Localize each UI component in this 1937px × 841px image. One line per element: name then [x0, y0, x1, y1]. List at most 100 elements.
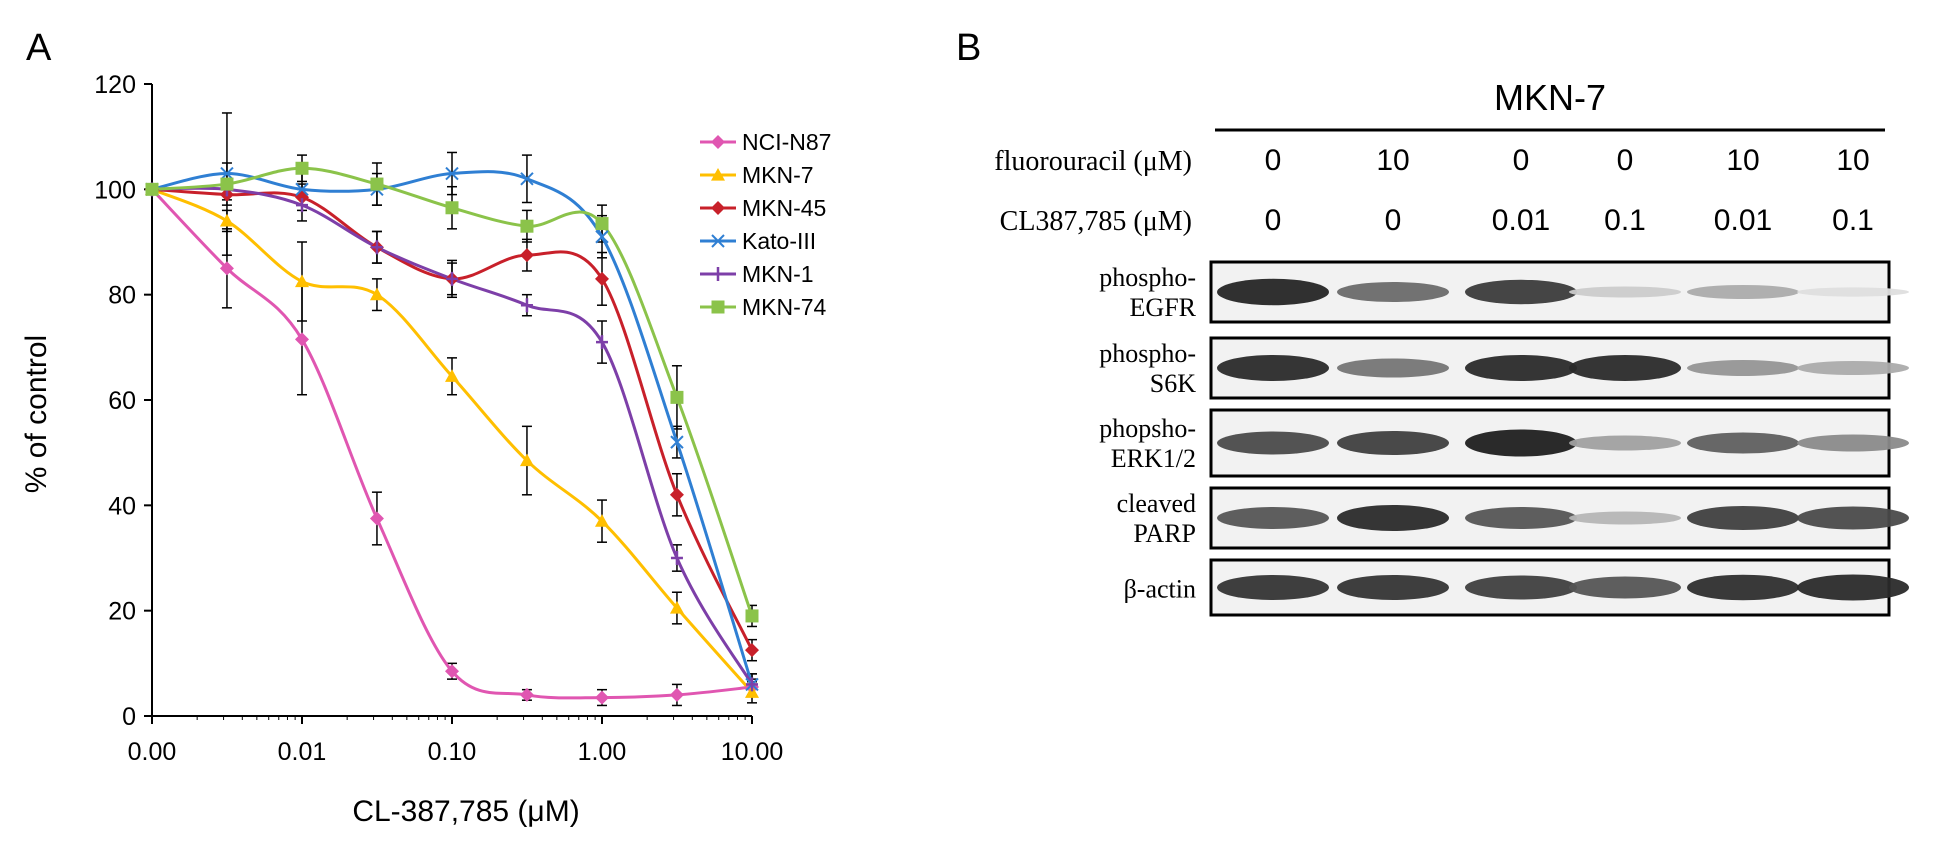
legend-marker	[711, 135, 725, 149]
blot-band	[1687, 360, 1799, 376]
blot-band	[1337, 282, 1449, 302]
data-point-mkn-74	[145, 182, 159, 196]
data-point-mkn-74	[295, 161, 309, 175]
data-point-mkn-7	[669, 601, 684, 614]
data-point-mkn-74	[445, 201, 459, 215]
data-point-nci-n87	[295, 332, 309, 347]
dose-value: 0	[1513, 144, 1530, 177]
dose-value: 10	[1836, 144, 1869, 177]
data-point-mkn-74	[370, 177, 384, 191]
series-line-nci-n87	[150, 188, 753, 700]
data-point-kato-iii	[295, 182, 309, 197]
blot-band	[1217, 507, 1329, 529]
series-line-kato-iii	[151, 170, 754, 685]
dose-value: 0	[1265, 204, 1282, 237]
dose-value: 10	[1376, 144, 1409, 177]
data-point-kato-iii	[445, 166, 459, 181]
blot-band	[1217, 431, 1329, 455]
data-point-kato-iii	[595, 230, 609, 244]
blot-band	[1797, 574, 1909, 601]
blot-band	[1797, 434, 1909, 452]
y-tick-label: 120	[94, 71, 136, 99]
blot-band	[1569, 355, 1681, 381]
blot-band	[1569, 576, 1681, 599]
dose-value: 10	[1726, 144, 1759, 177]
panel-a: A 0 20 40 60 80 100 120 0.00 0.01 0.10 1.00 10.00 N…	[20, 27, 831, 828]
data-point-mkn-74	[520, 219, 534, 233]
data-point-mkn-7	[595, 514, 609, 527]
blot-label: phopsho-	[1099, 414, 1196, 443]
blot-band	[1217, 278, 1329, 306]
dose-value: 0.01	[1714, 204, 1772, 237]
data-point-kato-iii	[520, 172, 534, 186]
legend-marker	[711, 234, 725, 248]
legend-marker	[711, 168, 725, 181]
blot-band	[1465, 429, 1577, 457]
blot-label: PARP	[1133, 519, 1196, 548]
blot-band	[1337, 431, 1449, 455]
row-label-cl387785: CL387,785 (μM)	[1000, 206, 1192, 237]
treatment-rows: fluorouracil (μM) 0 10 0 0 10 10 CL387,785 (μM)…	[994, 144, 1874, 237]
dose-value: 0.1	[1604, 204, 1646, 237]
x-tick-label: 0.00	[128, 738, 177, 766]
data-point-mkn-45	[519, 248, 534, 263]
y-tick-label: 100	[94, 176, 136, 204]
series-line-mkn-45	[151, 187, 754, 651]
data-point-mkn-7	[369, 287, 384, 301]
legend-label: MKN-7	[742, 162, 814, 188]
series-line-mkn-1	[151, 186, 754, 686]
dose-value: 0.01	[1492, 204, 1550, 237]
blot-row: β-actin	[1124, 558, 1909, 617]
row-label-fluorouracil: fluorouracil (μM)	[994, 146, 1192, 177]
chart-legend: NCI-N87 MKN-7 MKN-45 Kato-III MKN-1 MKN-74	[700, 129, 831, 320]
data-point-nci-n87	[595, 690, 609, 705]
data-point-nci-n87	[669, 687, 684, 702]
x-tick-label: 0.01	[278, 738, 327, 766]
blot-band	[1465, 279, 1577, 305]
dose-value: 0	[1265, 144, 1282, 177]
blot-row: phospho-S6K	[1099, 336, 1909, 400]
legend-label: MKN-45	[742, 195, 826, 221]
data-point-mkn-7	[295, 274, 309, 288]
data-point-mkn-7	[445, 369, 459, 382]
blot-band	[1465, 507, 1577, 529]
y-tick-label: 60	[108, 387, 136, 415]
blot-band	[1465, 575, 1577, 600]
blot-band	[1687, 432, 1799, 454]
panel-label-b: B	[956, 27, 981, 69]
series-markers	[145, 161, 759, 705]
data-point-mkn-45	[745, 643, 759, 658]
blot-band	[1337, 505, 1449, 531]
blot-band	[1687, 574, 1799, 601]
legend-label: NCI-N87	[742, 129, 831, 155]
data-point-mkn-1	[370, 240, 383, 255]
blot-label: phospho-	[1099, 339, 1196, 368]
blot-label: S6K	[1150, 369, 1196, 398]
data-point-mkn-45	[669, 487, 684, 502]
series-lines	[150, 166, 754, 700]
blot-label: phospho-	[1099, 263, 1196, 292]
data-point-mkn-1	[670, 551, 683, 565]
data-point-nci-n87	[219, 261, 234, 276]
blot-band	[1569, 511, 1681, 525]
x-axis-label: CL-387,785 (μM)	[352, 795, 579, 828]
data-point-nci-n87	[369, 511, 384, 526]
legend-label: MKN-74	[742, 294, 827, 320]
y-tick-label: 80	[108, 282, 136, 310]
chart-axes: 0 20 40 60 80 100 120 0.00 0.01 0.10 1.00 10.00	[94, 71, 783, 766]
blot-band	[1569, 286, 1681, 298]
blot-band	[1687, 285, 1799, 299]
y-tick-label: 0	[122, 703, 136, 731]
blot-band	[1337, 358, 1449, 378]
legend-label: MKN-1	[742, 261, 814, 287]
blot-band	[1217, 355, 1329, 381]
blot-band	[1687, 506, 1799, 530]
data-point-mkn-7	[519, 453, 534, 467]
blot-label: cleaved	[1117, 489, 1196, 518]
x-tick-label: 1.00	[578, 738, 627, 766]
data-point-mkn-1	[746, 677, 758, 692]
data-point-mkn-45	[595, 271, 609, 286]
data-point-mkn-7	[219, 213, 234, 227]
